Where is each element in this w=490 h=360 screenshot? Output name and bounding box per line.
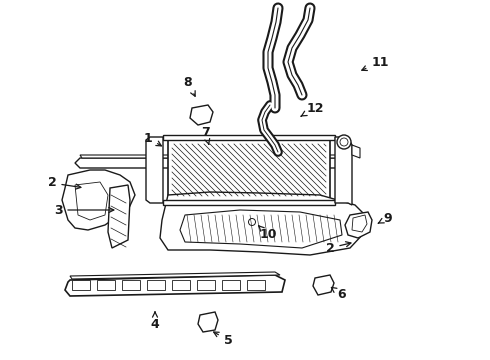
Polygon shape <box>160 192 368 255</box>
Polygon shape <box>190 105 213 125</box>
Text: 3: 3 <box>54 203 114 216</box>
Polygon shape <box>75 158 348 168</box>
Polygon shape <box>146 137 163 203</box>
Polygon shape <box>197 280 215 290</box>
Polygon shape <box>122 280 140 290</box>
Polygon shape <box>168 140 330 200</box>
Polygon shape <box>70 272 280 279</box>
Polygon shape <box>345 212 372 238</box>
Polygon shape <box>222 280 240 290</box>
Polygon shape <box>147 280 165 290</box>
Text: 11: 11 <box>362 55 389 71</box>
Polygon shape <box>352 145 360 158</box>
Text: 6: 6 <box>331 287 346 302</box>
Polygon shape <box>108 185 130 248</box>
Polygon shape <box>247 280 265 290</box>
Polygon shape <box>72 280 90 290</box>
Text: 8: 8 <box>184 76 195 96</box>
Text: 4: 4 <box>150 312 159 332</box>
Text: 2: 2 <box>48 176 81 189</box>
Polygon shape <box>80 155 345 158</box>
Polygon shape <box>97 280 115 290</box>
Text: 10: 10 <box>259 226 277 242</box>
Polygon shape <box>62 170 135 230</box>
Polygon shape <box>198 312 218 332</box>
Circle shape <box>337 135 351 149</box>
Text: 2: 2 <box>326 242 351 255</box>
Polygon shape <box>65 275 285 296</box>
Polygon shape <box>335 137 352 205</box>
Text: 1: 1 <box>144 131 161 146</box>
Text: 5: 5 <box>214 332 232 346</box>
Polygon shape <box>172 280 190 290</box>
Polygon shape <box>163 135 335 140</box>
Polygon shape <box>75 182 108 220</box>
Text: 7: 7 <box>200 126 210 144</box>
Polygon shape <box>163 200 335 205</box>
Polygon shape <box>313 275 334 295</box>
Polygon shape <box>180 210 342 248</box>
Polygon shape <box>352 215 367 232</box>
Text: 12: 12 <box>301 102 324 116</box>
Text: 9: 9 <box>378 211 392 225</box>
